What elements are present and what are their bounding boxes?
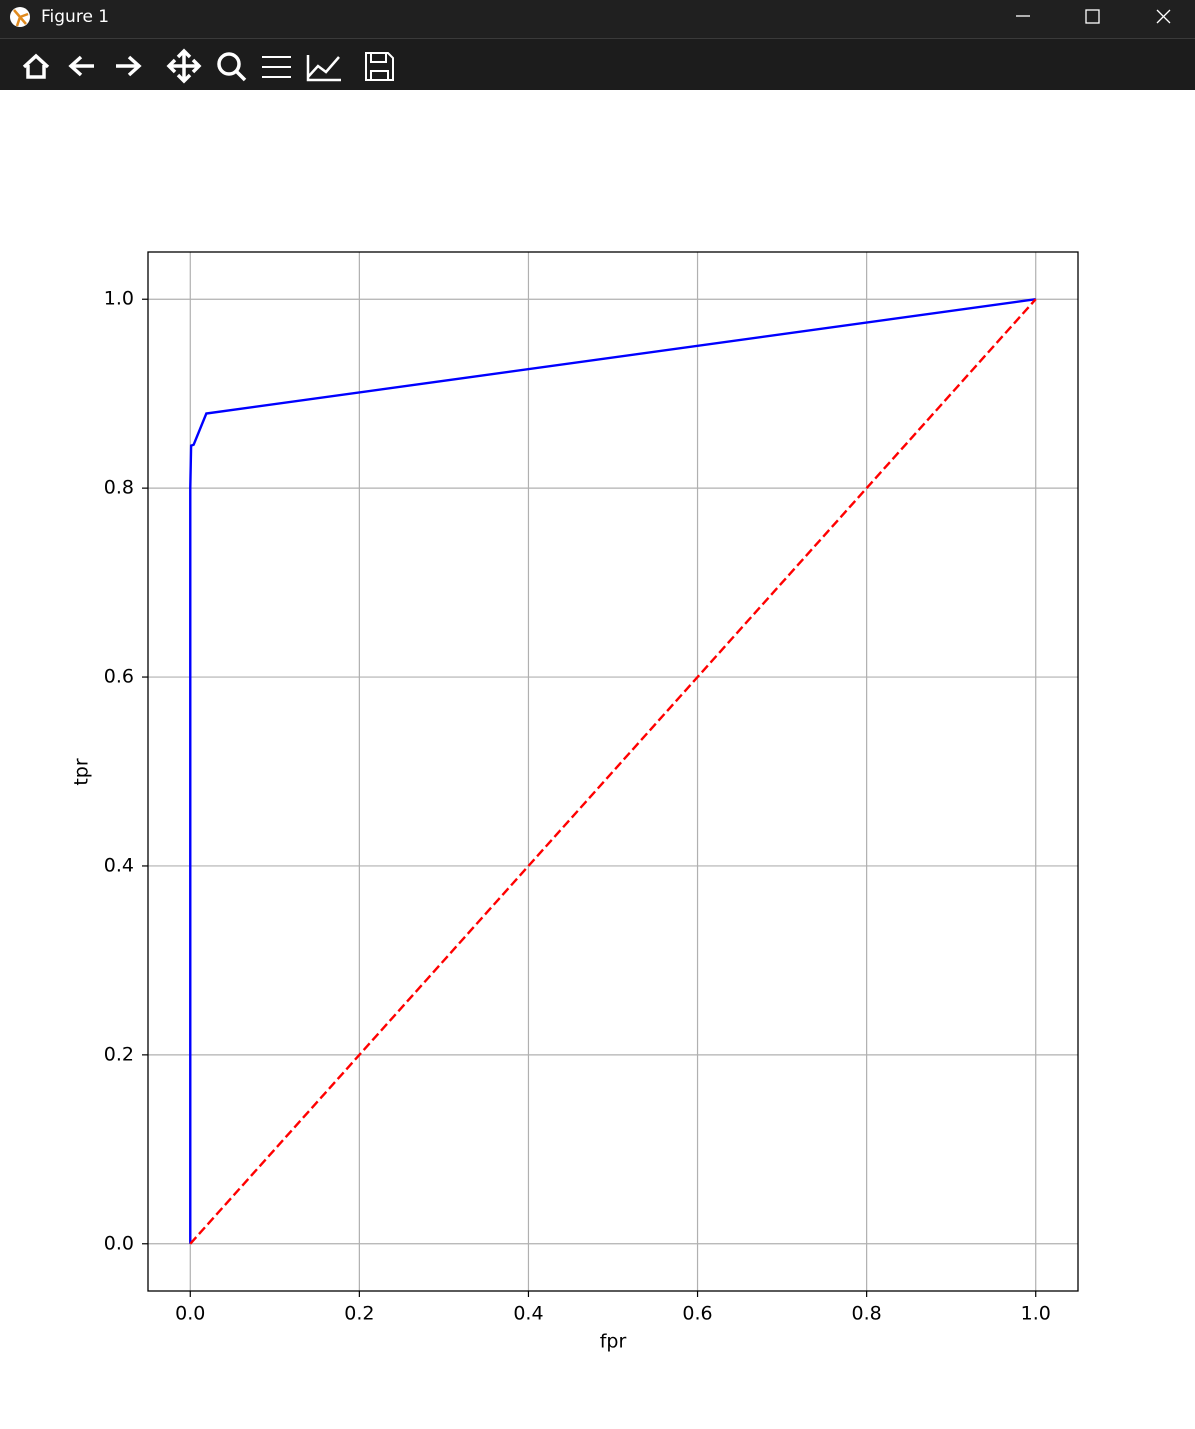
pan-button[interactable] <box>166 48 202 84</box>
save-button[interactable] <box>365 52 394 81</box>
x-tick-label: 1.0 <box>1021 1303 1051 1325</box>
edit-axis-button[interactable] <box>306 55 341 82</box>
x-tick-label: 0.2 <box>344 1303 374 1325</box>
x-tick-label: 0.6 <box>682 1303 712 1325</box>
line <box>189 298 1037 1245</box>
x-axis-label: fpr <box>600 1331 627 1353</box>
title-bar-graphics: Figure 1 <box>10 7 1171 27</box>
x-tick-label: 0.4 <box>513 1303 543 1325</box>
window-title: Figure 1 <box>41 7 109 27</box>
configure-button[interactable] <box>262 56 291 78</box>
y-tick-label: 0.8 <box>104 477 134 499</box>
y-tick-label: 0.6 <box>104 666 134 688</box>
maximize-button[interactable] <box>1085 9 1100 24</box>
app-icon-detail <box>13 9 29 27</box>
back-button[interactable] <box>68 55 94 77</box>
y-tick-label: 0.4 <box>104 854 134 876</box>
x-tick-label: 0.8 <box>852 1303 882 1325</box>
y-tick-label: 1.0 <box>104 288 134 310</box>
toolbar <box>0 38 1195 90</box>
zoom-button[interactable] <box>217 52 241 76</box>
line <box>189 298 1036 1244</box>
forward-button[interactable] <box>116 55 142 77</box>
title-bar: Figure 1 <box>0 0 1195 38</box>
zoom-handle <box>234 69 247 82</box>
toolbar-icons <box>22 48 394 84</box>
home-button[interactable] <box>22 53 50 79</box>
y-tick-label: 0.0 <box>104 1232 134 1254</box>
plot-frame <box>147 251 1079 1292</box>
y-axis-label: tpr <box>71 758 93 786</box>
y-tick-label: 0.2 <box>104 1043 134 1065</box>
close-button[interactable] <box>1156 9 1171 24</box>
chart: fpr tpr 0.0 0.2 0.4 0.6 0.8 1.0 0.0 0.2 0.4 0.6 0.… <box>71 251 1079 1353</box>
x-tick-label: 0.0 <box>175 1303 205 1325</box>
